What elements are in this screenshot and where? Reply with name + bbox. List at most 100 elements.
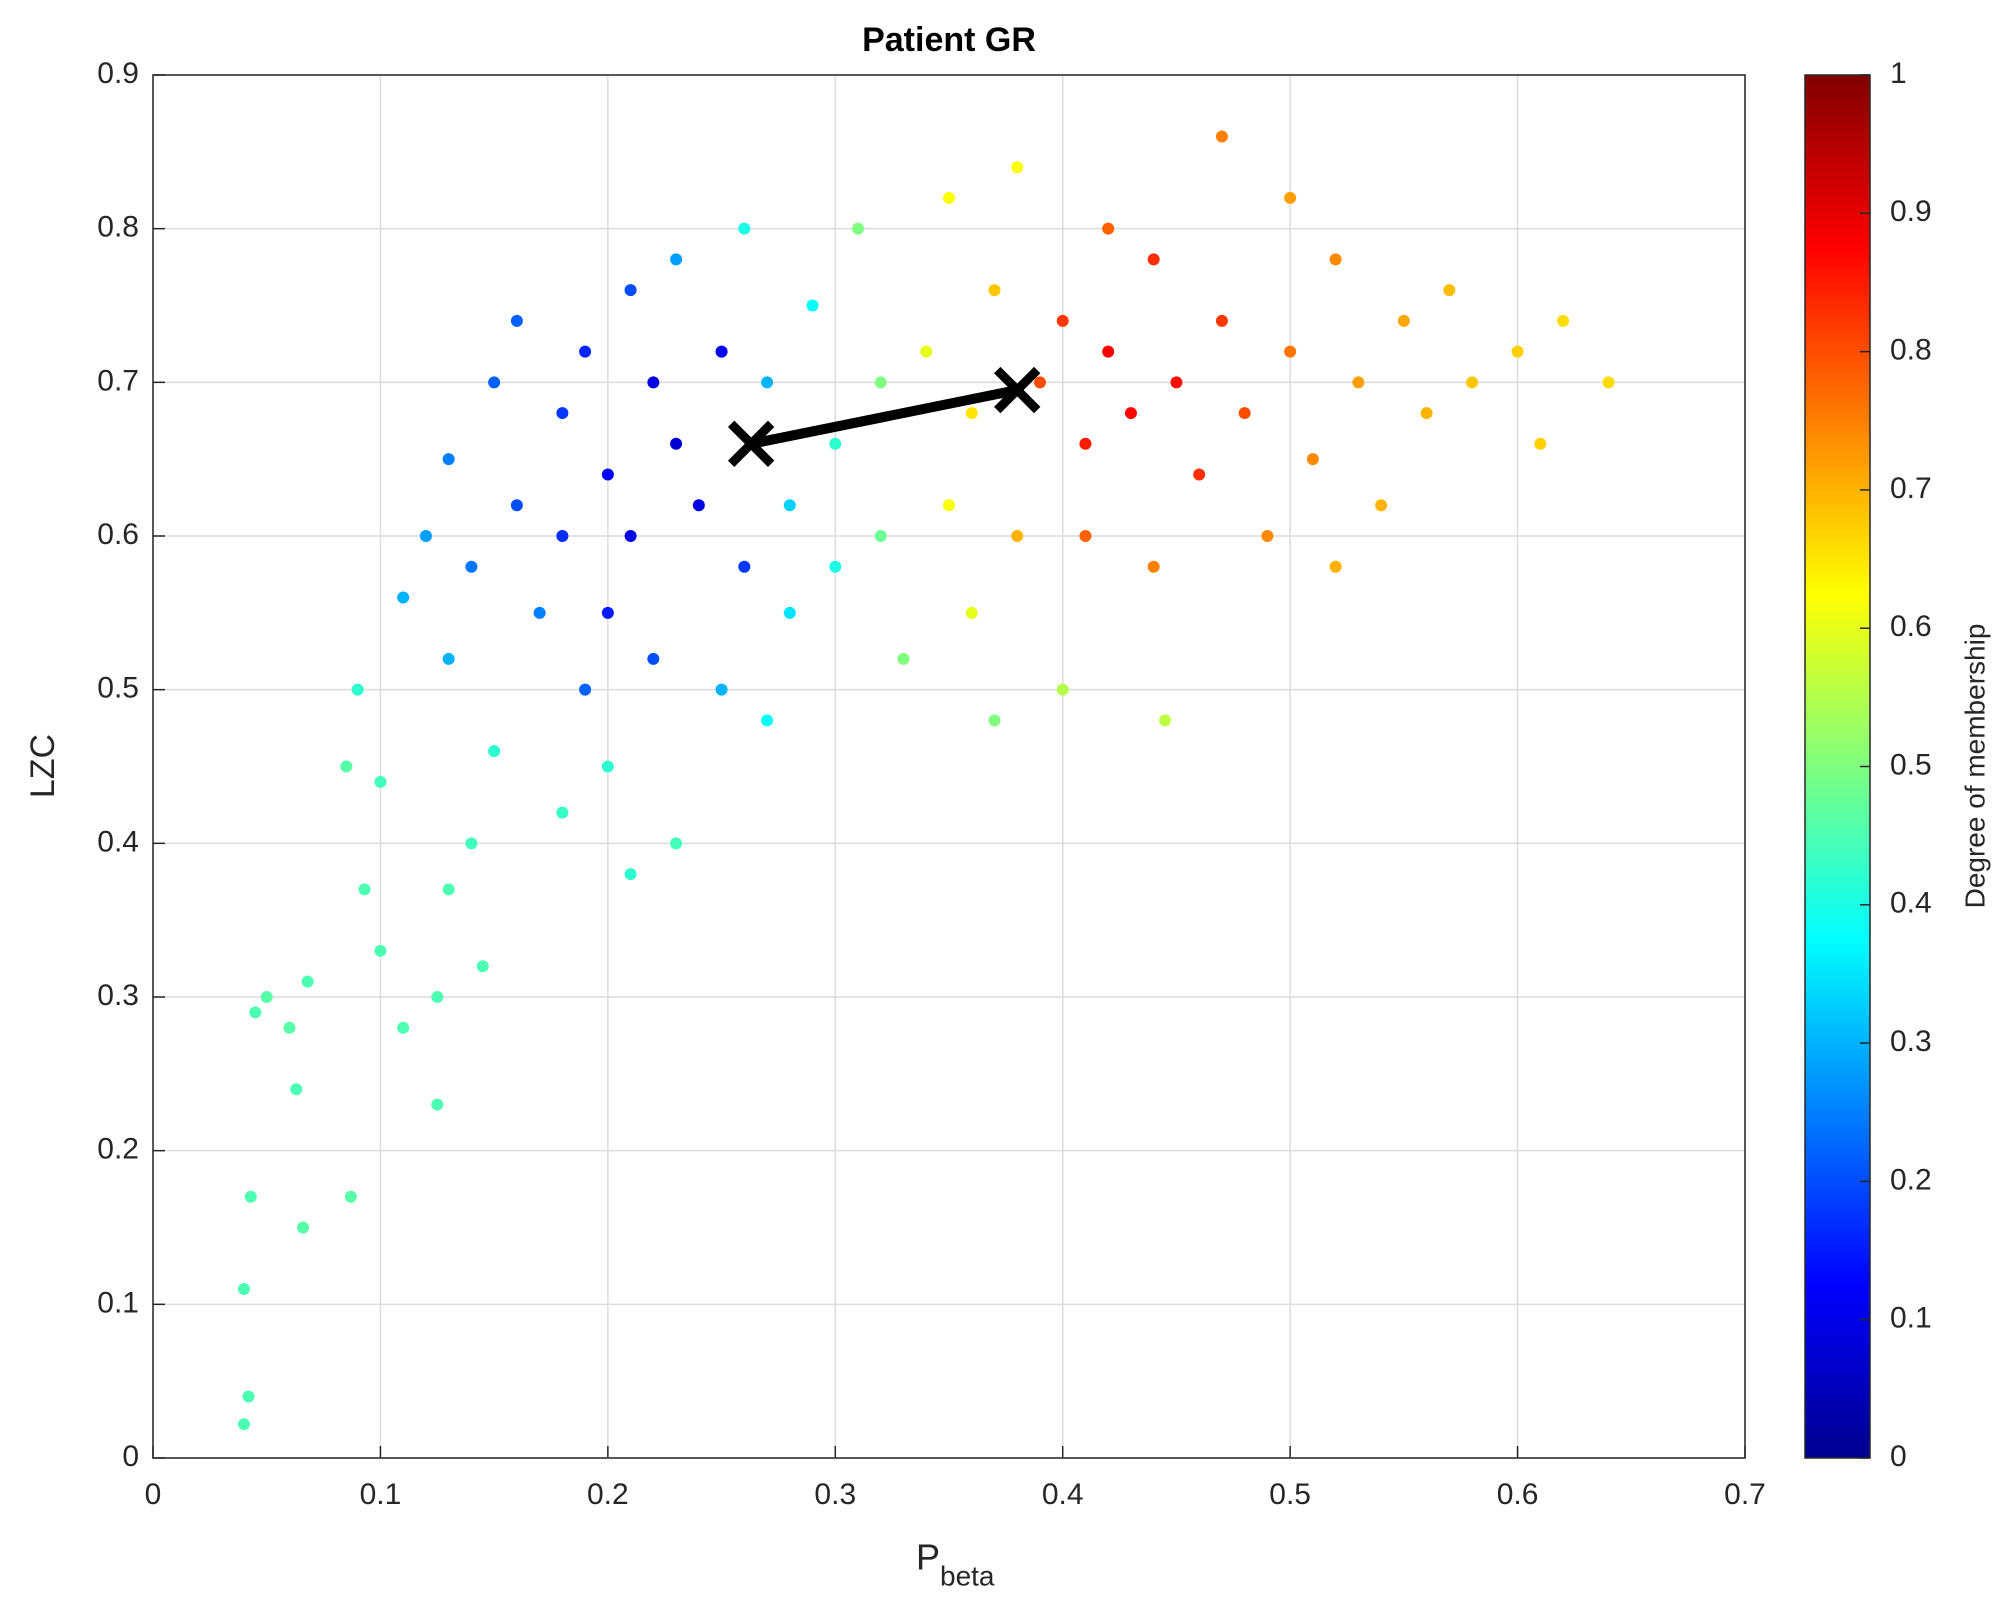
point [1397, 314, 1410, 327]
point [1215, 130, 1228, 143]
point [852, 222, 865, 235]
point [1329, 253, 1342, 266]
point [965, 606, 978, 619]
point [442, 652, 455, 665]
colorbar-tick-label: 0.5 [1890, 748, 1932, 781]
y-tick-label: 0.5 [97, 672, 139, 705]
point [1147, 560, 1160, 573]
point [1102, 222, 1115, 235]
y-tick-label: 0.9 [97, 57, 139, 90]
point [1352, 376, 1365, 389]
point [244, 1190, 257, 1203]
point [397, 1021, 410, 1034]
point [647, 376, 660, 389]
point [1056, 683, 1069, 696]
point [442, 883, 455, 896]
y-tick-label: 0.7 [97, 364, 139, 397]
point [431, 991, 444, 1003]
y-tick-label: 0.2 [97, 1133, 139, 1166]
point [1420, 407, 1433, 420]
point [340, 760, 353, 773]
point [397, 591, 410, 604]
point [533, 606, 546, 619]
x-axis-label-sub: beta [940, 1560, 995, 1591]
point [738, 222, 751, 235]
point [1147, 253, 1160, 266]
point [783, 606, 796, 619]
point [1466, 376, 1479, 389]
colorbar-tick-label: 0.1 [1890, 1302, 1932, 1335]
point [601, 760, 614, 773]
y-tick-label: 0.4 [97, 825, 139, 858]
point [738, 560, 751, 573]
point [556, 407, 569, 420]
point [488, 376, 501, 389]
axes-box [152, 74, 1746, 1459]
x-tick-label: 0 [145, 1478, 162, 1511]
y-tick-label: 0.8 [97, 211, 139, 244]
y-tick-label: 0.6 [97, 518, 139, 551]
point [761, 376, 774, 389]
point [829, 437, 842, 450]
point [965, 407, 978, 420]
plot-area [153, 75, 1745, 1458]
point [249, 1006, 262, 1019]
point [874, 376, 887, 389]
point [283, 1021, 296, 1034]
point [1306, 453, 1319, 466]
x-tick-label: 0.3 [814, 1478, 856, 1511]
y-tick-label: 0.3 [97, 979, 139, 1012]
point [1011, 530, 1024, 542]
point [897, 652, 910, 665]
point [419, 530, 432, 542]
point [510, 499, 523, 512]
point [624, 868, 637, 881]
centroid-marker [727, 420, 775, 467]
point [1170, 376, 1183, 389]
point [488, 745, 501, 758]
point [1193, 468, 1206, 481]
colorbar-tick-label: 1 [1890, 57, 1907, 90]
colorbar-tick-label: 0.3 [1890, 1025, 1932, 1058]
point [1033, 376, 1046, 389]
point [344, 1190, 357, 1203]
point [715, 683, 728, 696]
point [874, 530, 887, 542]
point [1079, 437, 1092, 450]
y-tick-label: 0 [122, 1440, 139, 1473]
point [1238, 407, 1251, 420]
point [1534, 437, 1547, 450]
point [1284, 191, 1297, 204]
point [1375, 499, 1388, 512]
point [374, 775, 387, 788]
point [806, 299, 819, 312]
point [301, 975, 314, 988]
point [237, 1282, 250, 1295]
point [1602, 376, 1615, 389]
point [351, 683, 364, 696]
colorbar-tick-label: 0.2 [1890, 1163, 1932, 1196]
x-tick-label: 0.7 [1724, 1478, 1766, 1511]
point [1215, 314, 1228, 327]
point [761, 714, 774, 727]
point [465, 837, 478, 850]
point [579, 683, 592, 696]
point [829, 560, 842, 573]
colorbar-tick-label: 0.6 [1890, 610, 1932, 643]
point [465, 560, 478, 573]
y-tick-label: 0.1 [97, 1286, 139, 1319]
x-tick-label: 0.1 [360, 1478, 402, 1511]
point [670, 837, 683, 850]
point [476, 960, 489, 973]
point [715, 345, 728, 358]
x-tick-label: 0.5 [1269, 1478, 1311, 1511]
colorbar-tick-label: 0.8 [1890, 334, 1932, 367]
point [670, 253, 683, 266]
colorbar-tick-label: 0.7 [1890, 472, 1932, 505]
point [692, 499, 705, 512]
point [1329, 560, 1342, 573]
point [988, 284, 1001, 297]
point [1511, 345, 1524, 358]
point [1102, 345, 1115, 358]
